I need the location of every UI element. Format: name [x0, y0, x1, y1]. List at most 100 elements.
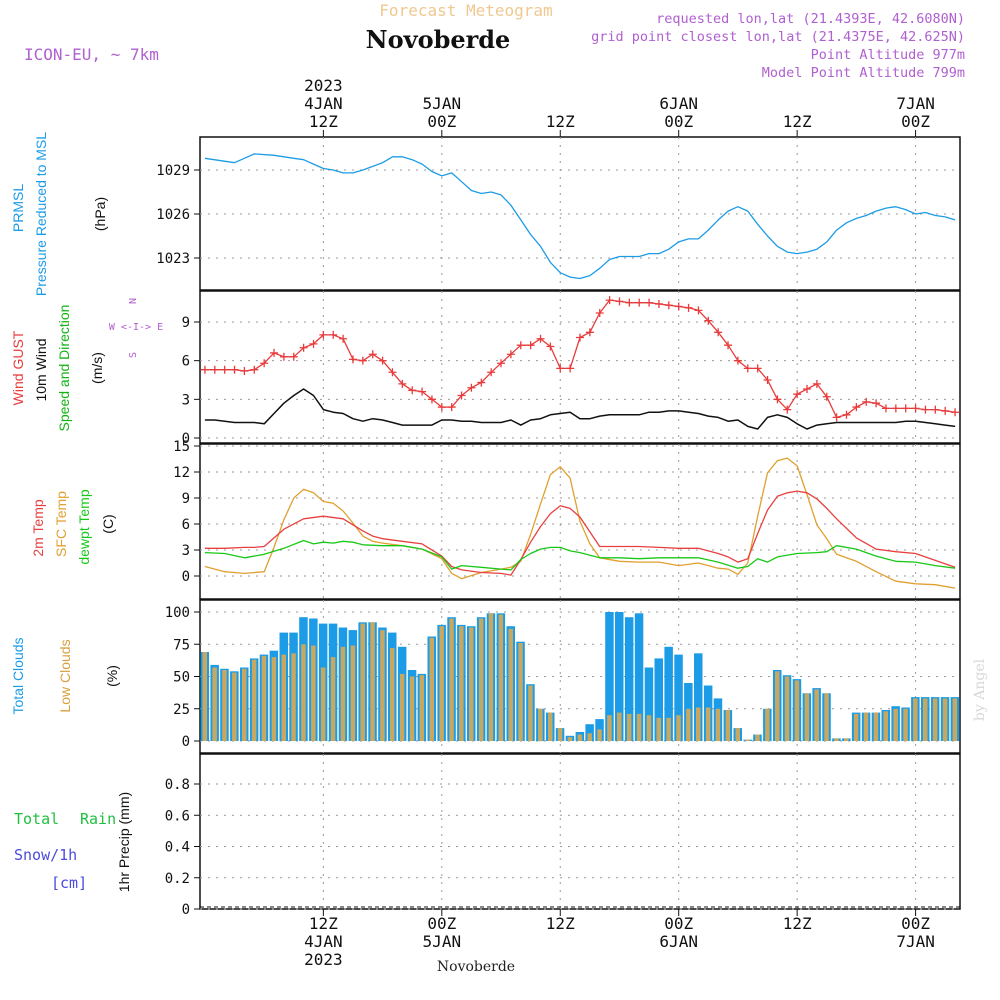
- bottom-time-label: 00Z: [664, 914, 693, 933]
- low-cloud-bar: [478, 618, 484, 741]
- gust-marker: [319, 330, 328, 339]
- low-cloud-bar: [419, 675, 425, 741]
- low-cloud-bar: [399, 673, 405, 741]
- gust-marker: [339, 334, 348, 343]
- wind-speed-dir-label: Speed and Direction: [56, 305, 72, 432]
- temp-unit-label: (C): [100, 514, 116, 533]
- low-cloud-bar: [607, 715, 612, 741]
- gust-marker: [398, 379, 407, 388]
- y-tick-label: 6: [182, 517, 190, 533]
- gust-marker: [447, 403, 456, 412]
- y-tick-label: 0: [182, 431, 190, 447]
- header-subtitle: Forecast Meteogram: [379, 1, 552, 20]
- gust-marker: [684, 303, 693, 312]
- low-cloud-bar: [735, 728, 740, 741]
- low-cloud-bar: [311, 645, 316, 741]
- bottom-time-label: 12Z: [309, 914, 338, 933]
- bottom-time-label: 00Z: [427, 914, 456, 933]
- gust-marker: [852, 403, 861, 412]
- total-cloud-bar: [694, 653, 703, 741]
- low-cloud-bar: [577, 734, 583, 741]
- y-tick-label: 9: [182, 491, 190, 507]
- gust-marker: [694, 306, 703, 315]
- gust-marker: [704, 316, 713, 325]
- gust-marker: [526, 341, 535, 350]
- low-cloud-bar: [429, 637, 434, 741]
- gust-marker: [842, 410, 851, 419]
- low-cloud-bar: [942, 698, 948, 741]
- low-cloud-bar: [469, 627, 474, 741]
- bottom-time-label: 00Z: [901, 914, 930, 933]
- y-tick-label: 9: [182, 315, 190, 331]
- gust-marker: [753, 364, 762, 373]
- total-cloud-bar: [644, 667, 654, 741]
- gust-marker: [951, 408, 960, 417]
- compass-we: W <-I-> E: [109, 322, 163, 333]
- requested-coords: requested lon,lat (21.4393E, 42.6080N): [656, 11, 965, 27]
- low-cloud-bar: [883, 711, 888, 741]
- low-cloud-bar: [597, 729, 602, 741]
- y-tick-label: 0.2: [165, 871, 190, 887]
- gust-marker: [832, 413, 841, 422]
- dewpt-line: [204, 539, 956, 571]
- low-cloud-bar: [814, 689, 819, 741]
- top-time-label: 12Z: [546, 112, 575, 131]
- top-time-label: 00Z: [664, 112, 693, 131]
- total-cloud-bar: [634, 613, 644, 741]
- gust-marker: [773, 395, 782, 404]
- gust-marker: [645, 298, 654, 307]
- low-cloud-bar: [320, 667, 326, 741]
- y-tick-label: 1023: [156, 251, 190, 267]
- gust-marker: [595, 308, 604, 317]
- low-cloud-bar: [242, 668, 247, 741]
- low-cloud-bar: [834, 738, 839, 741]
- gust-marker: [901, 404, 910, 413]
- gust-marker: [299, 343, 308, 352]
- gust-marker: [674, 302, 683, 311]
- gust-marker: [881, 404, 890, 413]
- bottom-time-label: 7JAN: [896, 932, 935, 951]
- low-cloud-bar: [666, 717, 671, 741]
- gust-marker: [230, 365, 239, 374]
- low-cloud-bar: [903, 708, 908, 742]
- top-time-label: 5JAN: [423, 94, 462, 113]
- y-tick-label: 25: [173, 702, 190, 718]
- low-cloud-bar: [301, 644, 306, 742]
- panel-frame-2: [199, 443, 961, 600]
- gust-marker: [270, 348, 279, 357]
- low-cloud-bar: [873, 712, 879, 741]
- low-cloud-bar: [686, 708, 691, 742]
- y-tick-label: 50: [173, 670, 190, 686]
- gust-marker: [250, 365, 259, 374]
- bottom-time-label: 5JAN: [423, 932, 462, 951]
- temp-2m-label: 2m Temp: [30, 499, 46, 557]
- precip-rain-label: Rain: [80, 810, 116, 828]
- low-cloud-bar: [913, 698, 918, 741]
- low-cloud-bar: [794, 680, 800, 741]
- gust-marker: [891, 404, 900, 413]
- low-cloud-bar: [932, 698, 938, 741]
- low-cloud-bar: [340, 646, 346, 741]
- gust-marker: [763, 376, 772, 384]
- gust-marker: [210, 365, 219, 374]
- gust-marker: [605, 296, 614, 305]
- low-cloud-bar: [715, 708, 721, 742]
- top-time-label: 12Z: [309, 112, 338, 131]
- gust-marker: [457, 391, 466, 400]
- gust-marker: [358, 356, 367, 365]
- pressure-label-desc: Pressure Reduced to MSL: [33, 132, 49, 296]
- wind-unit-label: (m/s): [89, 352, 105, 384]
- model-altitude: Model Point Altitude 799m: [762, 65, 965, 81]
- low-cloud-bar: [656, 717, 661, 741]
- low-cloud-bar: [271, 657, 277, 741]
- temp-2m-line: [204, 490, 956, 576]
- y-tick-label: 0: [182, 734, 190, 750]
- panel-frame-4: [199, 753, 961, 910]
- temp-dewpt-label: dewpt Temp: [76, 489, 92, 564]
- gust-marker: [368, 350, 377, 359]
- gust-marker: [714, 328, 723, 337]
- bottom-time-label: 4JAN: [304, 932, 343, 951]
- gust-marker: [388, 368, 397, 377]
- gust-marker: [536, 334, 545, 343]
- low-cloud-bar: [567, 737, 573, 741]
